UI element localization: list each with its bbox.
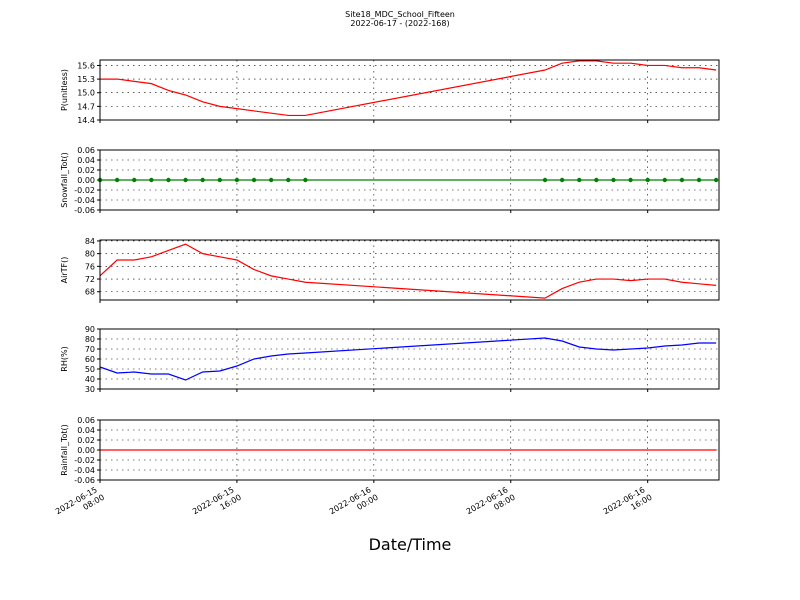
- data-line: [99, 337, 717, 381]
- data-point: [577, 177, 582, 183]
- y-tick-label: 0.04: [77, 156, 95, 165]
- y-tick-label: 60: [85, 355, 95, 364]
- data-point: [217, 177, 223, 183]
- x-axis-label: Date/Time: [369, 535, 452, 554]
- plot-frame: [99, 328, 720, 390]
- data-point: [234, 177, 240, 183]
- y-tick-label: -0.02: [74, 186, 95, 195]
- data-point: [286, 177, 291, 183]
- data-point: [114, 177, 120, 183]
- y-tick-label: 0.02: [77, 436, 95, 445]
- data-point: [679, 177, 685, 183]
- y-tick-label: 72: [85, 275, 95, 284]
- data-point: [183, 177, 188, 183]
- y-tick-label: 76: [85, 262, 95, 271]
- y-tick-label: -0.04: [74, 466, 95, 475]
- plot-frame: [99, 419, 720, 481]
- data-point: [645, 177, 650, 183]
- y-tick-label: 50: [85, 365, 95, 374]
- y-tick-label: 84: [85, 237, 95, 246]
- y-tick-label: 80: [85, 335, 95, 344]
- y-tick-label: 90: [85, 325, 95, 334]
- data-point: [200, 177, 205, 183]
- y-axis-label: RH(%): [60, 346, 69, 371]
- y-tick-label: 30: [85, 385, 95, 394]
- data-line: [99, 243, 717, 299]
- y-tick-label: 14.7: [77, 102, 95, 111]
- y-tick-label: 14.4: [77, 116, 95, 125]
- y-tick-label: 0.06: [77, 416, 95, 425]
- y-tick-label: 0.04: [77, 426, 95, 435]
- plot-frame: [99, 149, 720, 211]
- data-point: [713, 177, 719, 183]
- y-tick-label: 70: [85, 345, 95, 354]
- data-point: [662, 177, 668, 183]
- subtitle: 2022-06-17 - (2022-168): [350, 19, 449, 28]
- y-tick-label: 0.00: [77, 446, 95, 455]
- data-line: [100, 60, 717, 117]
- y-tick-label: -0.04: [74, 196, 95, 205]
- data-point: [628, 177, 633, 183]
- data-point: [594, 177, 599, 183]
- data-point: [251, 177, 257, 183]
- data-point: [542, 177, 548, 183]
- y-tick-label: 15.3: [77, 75, 95, 84]
- plot-frame: [99, 239, 720, 301]
- data-point: [303, 177, 308, 183]
- y-axis-label: P(unitless): [60, 69, 69, 111]
- y-tick-label: 15.6: [77, 61, 95, 70]
- title: Site18_MDC_School_Fifteen: [345, 10, 455, 19]
- plot-frame: [99, 59, 720, 121]
- y-tick-label: -0.06: [74, 206, 95, 215]
- y-tick-label: 40: [85, 375, 95, 384]
- y-tick-label: 80: [85, 250, 95, 259]
- y-tick-label: 0.00: [77, 176, 95, 185]
- data-point: [132, 177, 137, 183]
- data-point: [611, 177, 616, 183]
- data-point: [149, 177, 154, 183]
- data-point: [696, 177, 702, 183]
- y-tick-label: 15.0: [77, 89, 95, 98]
- y-tick-label: 0.06: [77, 146, 95, 155]
- y-tick-label: -0.02: [74, 456, 95, 465]
- y-tick-label: 68: [85, 288, 95, 297]
- data-point: [559, 177, 565, 183]
- y-axis-label: Rainfall_Tot(): [60, 424, 69, 476]
- y-axis-label: AirTF(): [60, 257, 69, 284]
- data-point: [166, 177, 171, 183]
- y-tick-label: 0.02: [77, 166, 95, 175]
- y-tick-label: -0.06: [74, 476, 95, 485]
- data-point: [268, 177, 274, 183]
- y-axis-label: Snowfall_Tot(): [60, 152, 69, 208]
